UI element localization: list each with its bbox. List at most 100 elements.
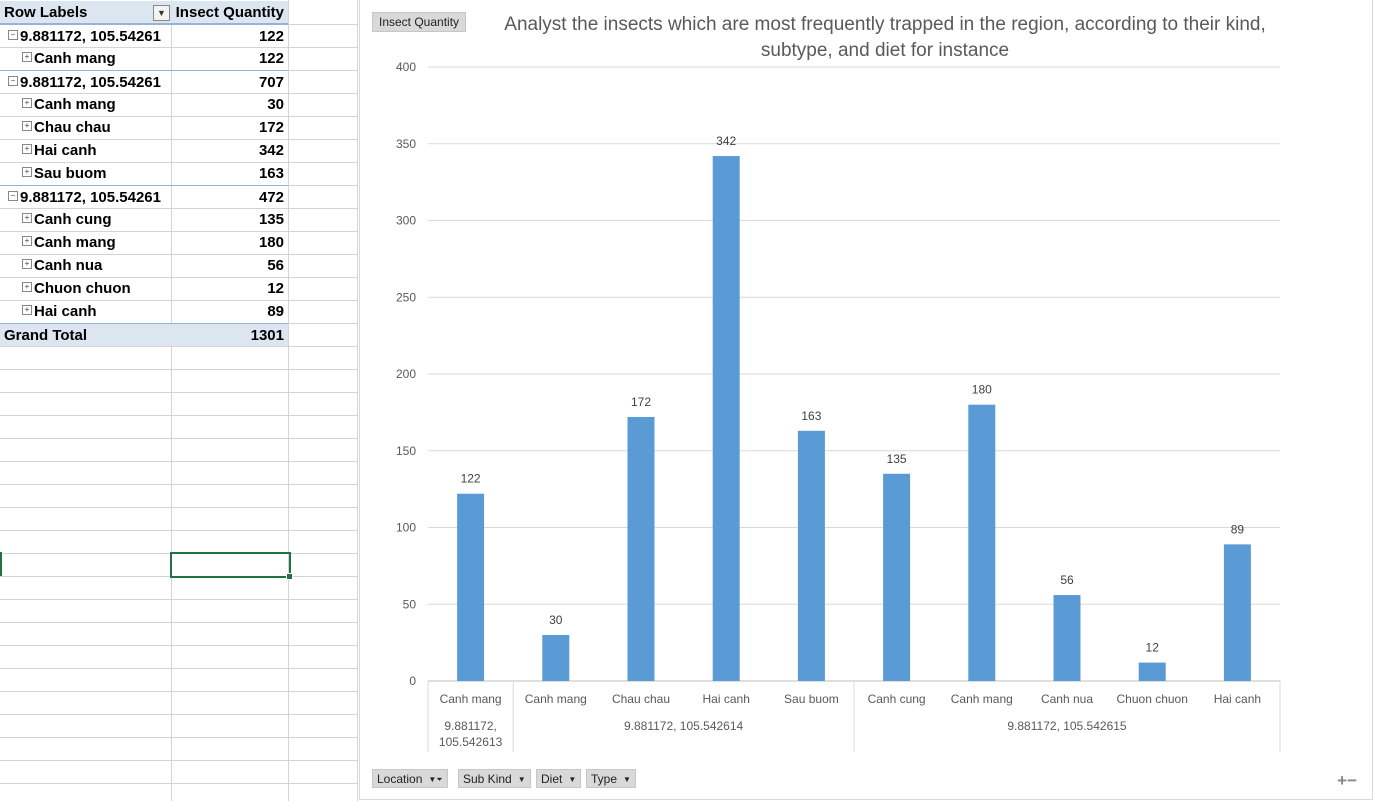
x-category-label: Chau chau <box>612 692 670 706</box>
chart-title[interactable]: Analyst the insects which are most frequ… <box>504 14 1266 61</box>
pivot-item-row[interactable]: + Sau buom 163 <box>0 162 288 185</box>
active-row-marker <box>0 552 2 576</box>
field-button-label: Type <box>591 772 618 786</box>
dropdown-arrow-icon[interactable]: ▼ <box>517 775 526 785</box>
item-label: Chau chau <box>34 119 111 136</box>
bar[interactable] <box>1053 595 1081 681</box>
pivot-item-row[interactable]: + Canh mang 122 <box>0 47 288 70</box>
item-label: Canh mang <box>34 96 116 113</box>
row-gridline <box>0 47 358 48</box>
expand-icon[interactable]: + <box>22 282 32 293</box>
expand-icon[interactable]: + <box>22 236 32 247</box>
pivot-group-row[interactable]: −9.881172, 105.54261 122 <box>0 24 288 47</box>
bar[interactable] <box>797 430 825 681</box>
data-label: 89 <box>1231 522 1245 536</box>
selected-cell[interactable] <box>170 552 293 580</box>
bar[interactable] <box>627 416 655 681</box>
collapse-icon[interactable]: − <box>8 191 18 202</box>
y-tick-label: 200 <box>396 367 416 381</box>
group-total: 122 <box>258 28 284 45</box>
field-button-label: Sub Kind <box>463 772 512 786</box>
item-value: 122 <box>258 50 284 67</box>
pivot-item-row[interactable]: + Chuon chuon 12 <box>0 277 288 300</box>
pivot-item-row[interactable]: + Canh mang 180 <box>0 231 288 254</box>
y-tick-label: 350 <box>396 137 416 151</box>
field-button-diet[interactable]: Diet ▼ <box>536 769 582 788</box>
row-gridline <box>0 415 358 416</box>
row-gridline <box>0 622 358 623</box>
zoom-controls[interactable]: +− <box>1337 771 1357 790</box>
data-label: 172 <box>631 395 651 409</box>
row-gridline <box>0 93 358 94</box>
x-category-label: Sau buom <box>784 692 839 706</box>
pivot-group-row[interactable]: −9.881172, 105.54261 707 <box>0 70 288 93</box>
expand-icon[interactable]: + <box>22 259 32 270</box>
item-value: 180 <box>258 234 284 251</box>
row-labels-header[interactable]: Row Labels <box>4 4 88 21</box>
bar[interactable] <box>457 493 485 681</box>
pivot-chart[interactable] <box>359 0 1373 800</box>
filter-dropdown-icon[interactable]: ▼ <box>153 5 170 21</box>
pivot-group-row[interactable]: −9.881172, 105.54261 472 <box>0 185 288 208</box>
y-tick-label: 0 <box>409 674 416 688</box>
fill-handle[interactable] <box>286 573 293 580</box>
y-tick-label: 400 <box>396 60 416 74</box>
x-category-label: Canh mang <box>525 692 587 706</box>
bar[interactable] <box>542 634 570 681</box>
bar[interactable] <box>968 404 996 681</box>
collapse-icon[interactable]: − <box>8 76 18 87</box>
field-button-location[interactable]: Location ▼⏷ <box>372 769 448 788</box>
expand-icon[interactable]: + <box>22 213 32 224</box>
insect-quantity-header[interactable]: Insect Quantity <box>175 4 284 21</box>
item-value: 163 <box>258 165 284 182</box>
pivot-header-row[interactable]: Row Labels ▼ Insect Quantity <box>0 1 288 24</box>
collapse-icon[interactable]: − <box>8 30 18 41</box>
item-label: Canh cung <box>34 211 112 228</box>
row-gridline <box>0 231 358 232</box>
data-label: 12 <box>1146 641 1160 655</box>
dropdown-arrow-icon[interactable]: ▼ <box>623 775 631 785</box>
row-gridline <box>0 277 358 278</box>
pivot-item-row[interactable]: + Canh mang 30 <box>0 93 288 116</box>
chart-value-field-button[interactable]: Insect Quantity <box>372 12 467 32</box>
row-gridline <box>0 760 358 761</box>
filter-funnel-icon[interactable]: ▼⏷ <box>428 775 443 785</box>
field-button-type[interactable]: Type ▼ <box>586 769 636 788</box>
bar[interactable] <box>712 156 740 681</box>
grand-total-row[interactable]: Grand Total 1301 <box>0 323 288 346</box>
expand-icon[interactable]: + <box>22 121 32 132</box>
pivot-item-row[interactable]: + Canh cung 135 <box>0 208 288 231</box>
expand-icon[interactable]: + <box>22 98 32 109</box>
pivot-item-row[interactable]: + Hai canh 89 <box>0 300 288 323</box>
dropdown-arrow-icon[interactable]: ▼ <box>568 775 577 785</box>
pivot-item-row[interactable]: + Chau chau 172 <box>0 116 288 139</box>
bar[interactable] <box>883 473 911 681</box>
bar[interactable] <box>1138 662 1166 681</box>
field-button-sub-kind[interactable]: Sub Kind ▼ <box>458 769 531 788</box>
row-gridline <box>0 300 358 301</box>
item-label: Canh mang <box>34 50 116 67</box>
data-label: 163 <box>801 409 821 423</box>
group-label: 9.881172, 105.54261 <box>20 189 161 206</box>
column-gridline <box>288 0 289 801</box>
expand-icon[interactable]: + <box>22 167 32 178</box>
item-value: 30 <box>267 96 284 113</box>
spreadsheet[interactable]: Row Labels ▼ Insect Quantity −9.881172, … <box>0 0 358 801</box>
row-gridline <box>0 346 358 347</box>
pivot-item-row[interactable]: + Canh nua 56 <box>0 254 288 277</box>
row-gridline <box>0 438 358 439</box>
row-gridline <box>0 668 358 669</box>
expand-icon[interactable]: + <box>22 52 32 63</box>
item-label: Canh mang <box>34 234 116 251</box>
item-label: Hai canh <box>34 303 97 320</box>
grand-total-value: 1301 <box>250 327 284 344</box>
expand-icon[interactable]: + <box>22 305 32 316</box>
item-value: 342 <box>258 142 284 159</box>
pivot-table[interactable]: Row Labels ▼ Insect Quantity −9.881172, … <box>0 1 288 346</box>
row-gridline <box>0 530 358 531</box>
bar[interactable] <box>1223 544 1251 681</box>
expand-icon[interactable]: + <box>22 144 32 155</box>
pivot-item-row[interactable]: + Hai canh 342 <box>0 139 288 162</box>
row-gridline <box>0 392 358 393</box>
